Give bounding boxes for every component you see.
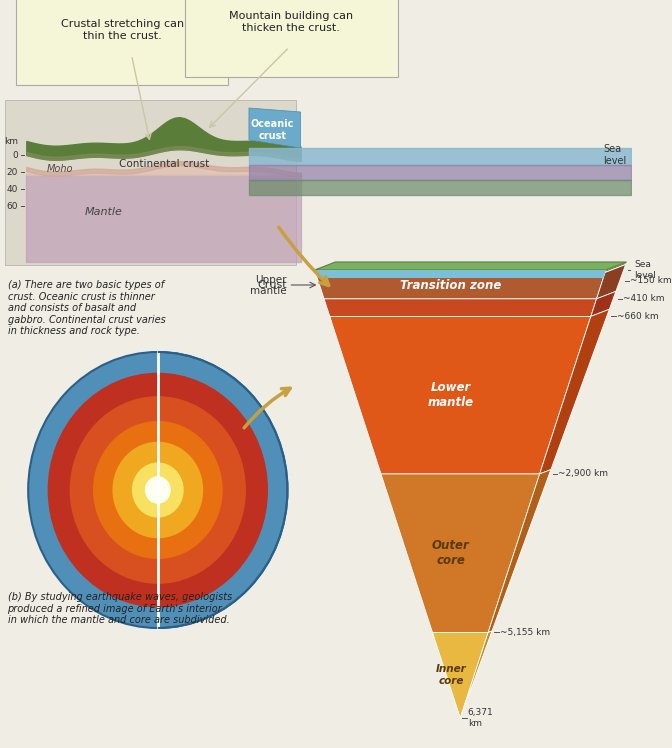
- Text: ~410 km: ~410 km: [624, 294, 665, 304]
- Polygon shape: [314, 270, 606, 272]
- Text: Outer
core: Outer core: [432, 539, 470, 567]
- Circle shape: [93, 421, 222, 559]
- Polygon shape: [540, 309, 610, 474]
- Text: 6,371
km: 6,371 km: [468, 708, 493, 728]
- Polygon shape: [314, 270, 606, 278]
- Text: Moho: Moho: [47, 164, 73, 174]
- Circle shape: [70, 396, 246, 584]
- Text: Mountain building can
thicken the crust.: Mountain building can thicken the crust.: [229, 11, 353, 33]
- Text: Oceanic
crust: Oceanic crust: [251, 119, 294, 141]
- Text: 40: 40: [7, 185, 18, 194]
- Text: ~150 km: ~150 km: [630, 276, 672, 285]
- Text: Mantle: Mantle: [85, 207, 122, 217]
- Circle shape: [112, 442, 203, 539]
- Text: Transition zone: Transition zone: [401, 279, 501, 292]
- Text: km: km: [4, 136, 18, 146]
- Polygon shape: [249, 108, 300, 148]
- Polygon shape: [591, 291, 616, 316]
- Circle shape: [145, 476, 171, 504]
- Text: Inner
core: Inner core: [435, 664, 466, 686]
- Polygon shape: [460, 631, 492, 718]
- Circle shape: [48, 373, 268, 607]
- Text: Upper
mantle: Upper mantle: [250, 275, 286, 296]
- FancyBboxPatch shape: [5, 100, 296, 265]
- Text: Sea
level: Sea level: [634, 260, 656, 280]
- Polygon shape: [314, 262, 626, 270]
- Text: Crustal stretching can
thin the crust.: Crustal stretching can thin the crust.: [60, 19, 183, 41]
- Text: ~5,155 km: ~5,155 km: [499, 628, 550, 637]
- Text: 0: 0: [12, 150, 18, 159]
- Text: ~2,900 km: ~2,900 km: [558, 470, 608, 479]
- Text: Lower
mantle: Lower mantle: [428, 381, 474, 409]
- Polygon shape: [324, 299, 597, 316]
- Polygon shape: [488, 470, 551, 633]
- Polygon shape: [605, 262, 626, 272]
- Polygon shape: [381, 474, 540, 633]
- Text: Crust: Crust: [257, 280, 286, 290]
- Text: 60: 60: [6, 201, 18, 210]
- Text: (a) There are two basic types of
crust. Oceanic crust is thinner
and consists of: (a) There are two basic types of crust. …: [7, 280, 165, 337]
- Text: ~660 km: ~660 km: [617, 312, 659, 321]
- Circle shape: [132, 462, 183, 518]
- Polygon shape: [597, 265, 626, 299]
- Circle shape: [28, 352, 288, 628]
- Text: Continental crust: Continental crust: [119, 159, 210, 169]
- Polygon shape: [330, 316, 591, 474]
- Polygon shape: [433, 633, 488, 718]
- Text: Sea
level: Sea level: [603, 144, 626, 166]
- Text: (b) By studying earthquake waves, geologists
produced a refined image of Earth's: (b) By studying earthquake waves, geolog…: [7, 592, 232, 625]
- Text: 20: 20: [7, 168, 18, 177]
- Polygon shape: [315, 272, 605, 299]
